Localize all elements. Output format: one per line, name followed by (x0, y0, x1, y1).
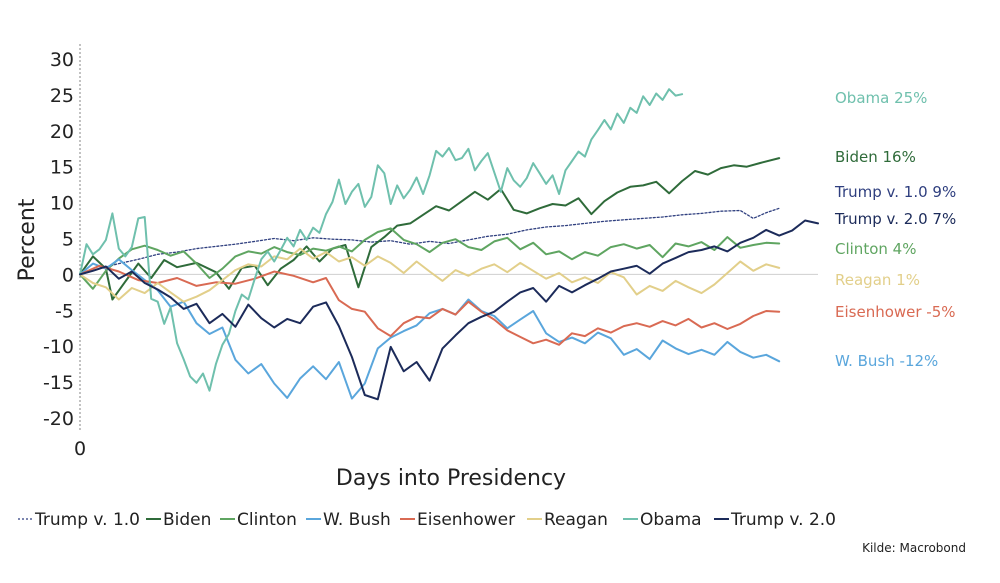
series-line-obama (79, 88, 684, 392)
y-tick-label: 10 (50, 193, 74, 215)
end-label-biden: Biden 16% (835, 148, 916, 166)
series-line-trump-v-1-0 (79, 207, 780, 276)
end-label-eisenhower: Eisenhower -5% (835, 303, 956, 321)
end-label-obama: Obama 25% (835, 89, 927, 107)
y-tick-label: 25 (50, 85, 74, 107)
legend-label-biden: Biden (163, 510, 211, 530)
legend-label-eisenhower: Eisenhower (417, 510, 515, 530)
series-end-labels: Trump v. 1.0 9% Biden 16% Clinton 4% W. Bus… (834, 89, 956, 370)
end-label-trump-v-1-0: Trump v. 1.0 9% (834, 183, 956, 201)
source-note: Kilde: Macrobond (862, 541, 966, 555)
y-axis-title: Percent (15, 198, 40, 281)
series-line-biden (79, 157, 781, 301)
end-label-reagan: Reagan 1% (835, 271, 920, 289)
y-tick-label: 0 (62, 264, 74, 286)
end-label-trump-v-2-0: Trump v. 2.0 7% (834, 210, 956, 228)
y-tick-label: -5 (55, 300, 74, 322)
series-line-w-bush (79, 258, 781, 400)
legend-label-w-bush: W. Bush (323, 510, 391, 530)
y-axis-ticks: 30 25 20 15 10 5 0 -5 -10 -15 -20 (43, 49, 74, 430)
y-tick-label: 5 (62, 229, 74, 251)
x-axis-title: Days into Presidency (336, 466, 566, 491)
y-tick-label: 30 (50, 49, 74, 71)
legend-label-clinton: Clinton (237, 510, 297, 530)
end-label-w-bush: W. Bush -12% (835, 352, 938, 370)
y-tick-label: 15 (50, 157, 74, 179)
series-line-eisenhower (79, 264, 781, 346)
legend-label-trump-v-2-0: Trump v. 2.0 (730, 510, 836, 530)
series-layer (79, 88, 819, 401)
series-line-reagan (79, 247, 781, 303)
y-tick-label: -10 (43, 336, 74, 358)
y-tick-label: -20 (43, 408, 74, 430)
y-tick-label: 20 (50, 121, 74, 143)
x-tick-label: 0 (74, 438, 86, 460)
legend-label-obama: Obama (640, 510, 702, 530)
series-line-trump-v-2-0 (79, 219, 819, 401)
legend-label-reagan: Reagan (544, 510, 608, 530)
legend-label-trump-v-1-0: Trump v. 1.0 (34, 510, 140, 530)
y-tick-label: -15 (43, 372, 74, 394)
end-label-clinton: Clinton 4% (835, 240, 916, 258)
series-line-clinton (79, 227, 781, 290)
legend: Trump v. 1.0 Biden Clinton W. Bush Eisenhowe… (18, 510, 836, 530)
